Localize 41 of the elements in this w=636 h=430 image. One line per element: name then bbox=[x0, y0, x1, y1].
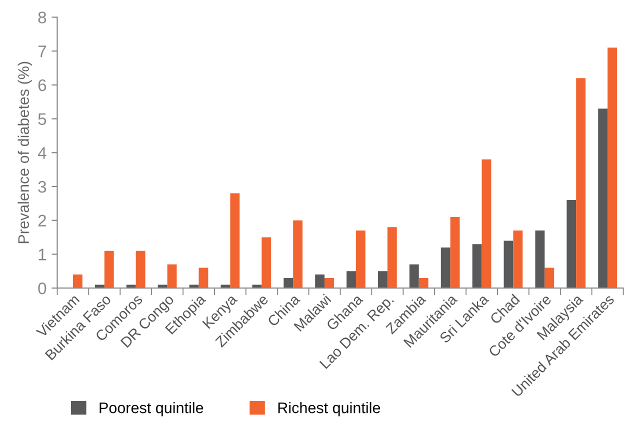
bar bbox=[315, 274, 325, 288]
bar bbox=[440, 247, 450, 288]
bar bbox=[104, 250, 114, 288]
bar bbox=[566, 200, 576, 288]
bar bbox=[356, 230, 366, 288]
y-tick-label: 5 bbox=[38, 113, 46, 125]
bar bbox=[472, 244, 482, 288]
y-tick-label: 2 bbox=[38, 214, 46, 226]
bar bbox=[535, 230, 545, 288]
bar bbox=[576, 78, 586, 288]
bar bbox=[482, 159, 492, 288]
bar bbox=[136, 250, 146, 288]
bar bbox=[598, 108, 608, 288]
bar bbox=[608, 48, 617, 288]
bar bbox=[409, 264, 419, 288]
y-tick-label: 6 bbox=[38, 79, 46, 92]
bar bbox=[378, 271, 388, 288]
y-tick-label: 0 bbox=[38, 282, 46, 294]
y-tick-label: 7 bbox=[38, 46, 46, 58]
y-tick-label: 8 bbox=[38, 12, 46, 24]
y-axis-title: Prevalence of diabetes (%) bbox=[18, 62, 32, 244]
bar bbox=[324, 278, 334, 288]
bar bbox=[450, 216, 460, 288]
legend-label: Poorest quintile bbox=[100, 402, 204, 416]
y-tick-label: 3 bbox=[38, 180, 46, 193]
bar bbox=[513, 230, 523, 288]
bar bbox=[544, 268, 554, 288]
bar bbox=[293, 220, 303, 288]
bar bbox=[418, 278, 428, 288]
bar bbox=[198, 268, 208, 288]
bar bbox=[262, 237, 272, 288]
bar bbox=[387, 227, 397, 288]
bar bbox=[72, 274, 82, 288]
y-tick-label: 4 bbox=[38, 147, 46, 159]
bar bbox=[346, 271, 356, 288]
y-tick-label: 1 bbox=[38, 248, 46, 260]
bar bbox=[167, 264, 177, 288]
bar bbox=[284, 278, 294, 288]
bar bbox=[504, 240, 514, 288]
bar bbox=[230, 193, 240, 288]
legend-label: Richest quintile bbox=[278, 402, 380, 416]
